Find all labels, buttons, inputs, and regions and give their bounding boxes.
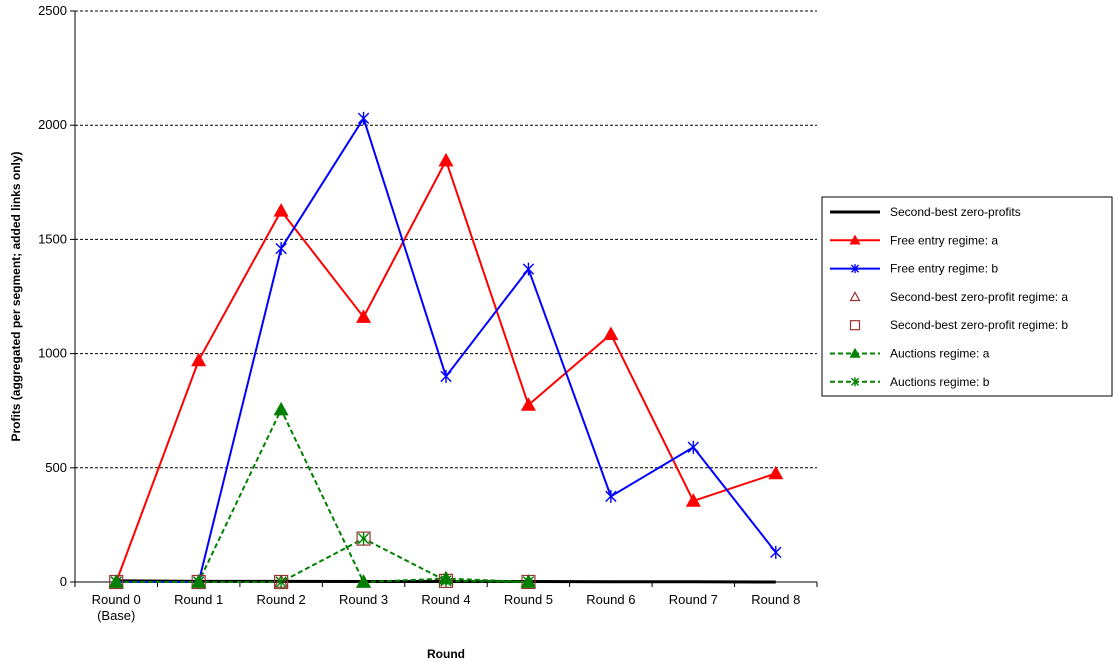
legend-label: Auctions regime: b (890, 375, 990, 389)
gridlines (75, 10, 817, 469)
data-point-marker (603, 326, 619, 340)
y-tick-label: 0 (60, 574, 67, 589)
data-point-marker (357, 111, 370, 125)
x-tick-label: Round 8 (751, 592, 800, 607)
series-line (116, 537, 529, 583)
data-point-marker (273, 401, 289, 416)
x-tick-label: Round 7 (669, 592, 718, 607)
x-axis-title: Round (427, 647, 465, 661)
series-lines (108, 111, 784, 590)
data-point-marker (275, 242, 287, 256)
data-point-marker (191, 352, 207, 367)
y-axis-title: Profits (aggregated per segment; added l… (9, 151, 23, 441)
data-point-marker (849, 347, 861, 358)
tick-labels: 0 500 1000 1500 2000 2500 Round 0(Base) Round 1… (38, 3, 800, 623)
y-tick-label: 2000 (38, 117, 67, 132)
x-tick-label: Round 6 (586, 592, 635, 607)
legend-item: Second-best zero-profit regime: a (849, 290, 1068, 304)
data-point-marker (850, 377, 860, 387)
legend-label: Second-best zero-profit regime: a (890, 290, 1068, 304)
data-point-marker (438, 152, 454, 167)
data-point-marker (605, 489, 617, 503)
axes (70, 10, 818, 587)
legend-item: Free entry regime: b (830, 262, 998, 276)
legend-item: Second-best zero-profits (830, 205, 1021, 219)
series-2 (116, 117, 777, 583)
data-point-marker (685, 493, 701, 507)
x-tick-label: Round 5 (504, 592, 553, 607)
x-tick-label: Round 4 (421, 592, 470, 607)
data-point-marker (522, 575, 535, 589)
x-tick-label: Round 3 (339, 592, 388, 607)
data-point-marker (356, 574, 372, 588)
data-point-marker (522, 262, 535, 276)
data-point-marker (520, 397, 536, 411)
data-point-marker (192, 575, 205, 589)
legend-label: Second-best zero-profit regime: b (890, 318, 1068, 332)
data-point-marker (770, 545, 782, 559)
data-point-marker (440, 369, 452, 383)
data-point-marker (850, 264, 860, 274)
legend-label: Free entry regime: a (890, 233, 998, 247)
legend-item: Second-best zero-profit regime: b (849, 318, 1068, 332)
y-tick-label: 2500 (38, 3, 67, 18)
data-point-marker (440, 574, 452, 588)
data-point-marker (357, 532, 370, 546)
x-tick-label: Round 1 (174, 592, 223, 607)
series-6 (116, 537, 529, 583)
y-tick-label: 1500 (38, 231, 67, 246)
series-markers-2 (110, 111, 782, 589)
legend-item: Auctions regime: b (830, 375, 990, 389)
data-point-marker (275, 575, 287, 589)
data-point-marker (687, 440, 700, 454)
data-point-marker (849, 234, 861, 245)
data-point-marker (849, 291, 861, 302)
legend-label: Second-best zero-profits (890, 205, 1021, 219)
legend-label: Free entry regime: b (890, 262, 998, 276)
data-point-marker (356, 309, 372, 323)
legend-item: Free entry regime: a (830, 233, 998, 247)
legend-item: Auctions regime: a (830, 347, 990, 361)
series-5 (116, 408, 529, 583)
x-tick-label: (Base) (97, 608, 135, 623)
data-point-marker (273, 203, 289, 217)
data-point-marker (110, 575, 122, 589)
series-line (116, 117, 777, 583)
y-tick-label: 1000 (38, 346, 67, 361)
x-tick-label: Round 0 (92, 592, 141, 607)
legend-label: Auctions regime: a (890, 347, 990, 361)
y-tick-label: 500 (45, 460, 67, 475)
x-tick-label: Round 2 (257, 592, 306, 607)
series-markers-6 (110, 532, 535, 589)
series-line (116, 408, 529, 583)
data-point-marker (849, 320, 861, 331)
legend: Second-best zero-profits Free entry regim… (821, 196, 1113, 397)
data-point-marker (768, 465, 784, 480)
legend-box (821, 196, 1113, 397)
